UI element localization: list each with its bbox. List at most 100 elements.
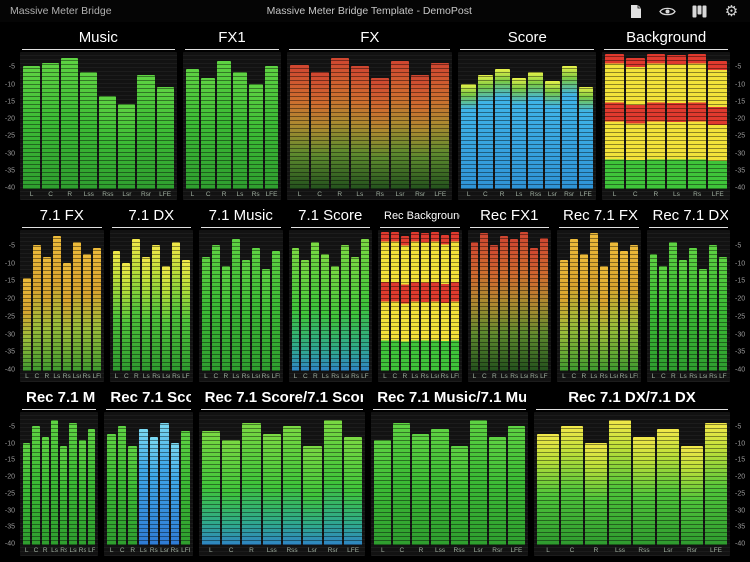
channel-label: Lss — [434, 547, 446, 554]
meter-bar — [78, 439, 87, 546]
meter-channel: Rss — [450, 414, 468, 556]
meter-channel: Rsr — [488, 414, 506, 556]
meter-channel: LFE — [88, 414, 96, 556]
meter-bar — [330, 57, 349, 190]
meter-bar — [311, 242, 320, 371]
meter-channel: Rss — [99, 54, 117, 200]
meter-channel: R — [311, 232, 320, 382]
meter-bar — [510, 239, 519, 371]
channel-label: L — [24, 547, 29, 554]
meter-bar — [629, 245, 638, 371]
meter-channel: L — [381, 232, 389, 382]
channel-label: LFE — [265, 191, 278, 198]
meter-panel[interactable]: L C R Lss Rss Lsr Rsr LFE — [371, 412, 528, 556]
meter-panel[interactable]: L C R Ls Rs LFE — [602, 52, 731, 200]
meter-groups: Music L C R Lss Rss Lsr Rsr LFE FX1 L C R Ls Rs LFE FX L C… — [17, 24, 733, 200]
meter-bar — [80, 72, 98, 189]
db-tick: -15 — [4, 456, 15, 464]
channel-label: Ls — [411, 373, 419, 380]
db-tick: -15 — [4, 98, 15, 106]
channel-label: R — [44, 373, 50, 380]
meter-channel: L — [291, 232, 300, 382]
meter-channel: Lsr — [341, 232, 350, 382]
meter-bar — [92, 248, 101, 371]
channel-label: Rsr — [170, 547, 180, 554]
meter-bar — [561, 425, 583, 546]
meter-channel: Ls — [410, 232, 419, 382]
meter-panel[interactable]: L C R Ls Rs LFE — [182, 52, 282, 200]
meter-bar — [689, 248, 698, 371]
meter-bar — [440, 234, 449, 371]
meter-panel[interactable]: L C R Lss Rss Lsr Rsr LFE — [534, 412, 730, 556]
meter-group-rec-7-1-score-7-1-score: Rec 7.1 Score/7.1 Score L C R Lss Rss Lsr Rsr LF… — [198, 384, 366, 556]
meter-bar — [172, 242, 181, 371]
channel-label: Rsr — [619, 373, 628, 380]
db-tick: -30 — [4, 150, 15, 157]
layout-columns-icon[interactable] — [691, 3, 708, 20]
group-title: Music — [22, 29, 175, 50]
channel-label: Lsr — [72, 373, 81, 380]
meter-channel: Rsr — [323, 414, 343, 556]
meter-bar — [132, 239, 141, 371]
channel-label: Rss — [638, 547, 650, 554]
meter-bar — [478, 75, 493, 189]
db-tick: -5 — [8, 242, 15, 250]
meter-bar — [156, 86, 174, 190]
channel-label: L — [472, 373, 477, 380]
meter-panel[interactable]: L C R Lss Rss Lsr Rsr LFE — [20, 52, 177, 200]
channel-label: Lsr — [122, 191, 132, 198]
meter-bar — [719, 257, 727, 371]
db-tick: -10 — [735, 81, 746, 88]
document-title: Massive Meter Bridge Template - DemoPost — [266, 5, 472, 17]
document-icon[interactable] — [627, 3, 644, 20]
meter-group-rec-7-1-score: Rec 7.1 ScoreLCRLsRsLsrRsrLFE — [104, 384, 193, 556]
db-tick: -35 — [735, 523, 746, 531]
meter-panel[interactable]: L C R Ls Rss Lsr Rsr LFE — [458, 52, 597, 200]
meter-bar — [262, 434, 282, 545]
meter-channel: C — [201, 54, 216, 200]
meter-bar — [633, 437, 655, 545]
channel-label: Lsr — [395, 191, 405, 198]
meter-bar — [52, 236, 61, 371]
meter-bar — [400, 236, 409, 371]
group-title: Rec 7.1 Score — [106, 389, 191, 410]
meter-group-7-1-score: 7.1 ScoreLCRLsRsLsrRsrLFE — [288, 202, 372, 382]
meter-bar — [646, 54, 666, 189]
db-tick: -15 — [735, 277, 746, 285]
channel-label: R — [670, 373, 676, 380]
channel-label: R — [223, 373, 229, 380]
meter-group-rec-7-1-music: Rec 7.1 MusicLCRLsRsLsrRsrLFE — [20, 384, 99, 556]
meter-channel: Lsr — [430, 232, 439, 382]
channel-label: Rsr — [440, 373, 449, 380]
meter-channel: LFE — [719, 232, 727, 382]
meter-channel: R — [217, 54, 231, 200]
db-tick: -15 — [4, 277, 15, 285]
channel-label: C — [482, 373, 487, 380]
meter-bar — [50, 420, 59, 545]
db-tick: -10 — [735, 260, 746, 267]
group-title: 7.1 FX — [22, 207, 102, 228]
eye-icon[interactable] — [659, 3, 676, 20]
meter-bar — [412, 434, 430, 545]
db-tick: -25 — [735, 132, 746, 140]
meter-bar — [669, 242, 678, 371]
meter-channel: Lsr — [545, 54, 560, 200]
group-title: 7.1 Music — [201, 207, 281, 228]
meter-panel[interactable]: L C R Lss Rss Lsr Rsr LFE — [198, 412, 366, 556]
meter-channel: L — [201, 414, 221, 556]
meter-bar — [162, 266, 171, 371]
meter-channel: Ls — [233, 54, 247, 200]
settings-gear-icon[interactable]: ⚙ — [723, 3, 740, 20]
